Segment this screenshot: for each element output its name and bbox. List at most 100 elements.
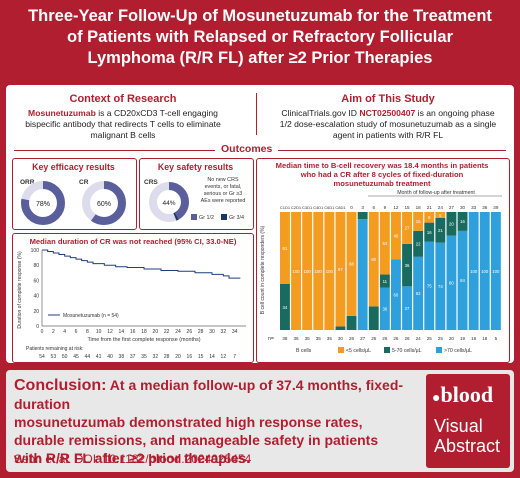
bcell-bar-label: 22 <box>416 242 421 247</box>
km-xtick: 18 <box>141 329 147 335</box>
bcell-bar-label: 11 <box>383 279 388 284</box>
bcell-bar-label: 60 <box>394 292 399 297</box>
km-risk-value: 12 <box>221 354 227 360</box>
bcell-bar-segment-lt5 <box>324 212 335 330</box>
km-risk-value: 35 <box>141 354 147 360</box>
bcell-bar-label: 100 <box>492 269 500 274</box>
km-legend: Mosunetuzumab (n = 54) <box>63 313 119 319</box>
legend-gr12-label: Gr 1/2 <box>199 215 214 221</box>
km-xtick: 22 <box>164 329 170 335</box>
cycle-header: C4D1 <box>313 205 324 210</box>
conclusion-line-4: with R/R FL after ≥2 prior therapies. <box>14 450 251 466</box>
bcell-chart: B cell count in complete responders (%) … <box>260 190 502 354</box>
bcell-n-value: 26 <box>404 336 410 341</box>
bcell-bar-label: 100 <box>326 269 334 274</box>
bcell-bar-label: 62 <box>416 291 421 296</box>
aim-line-2: 1/2 dose-escalation study of mosunetuzum… <box>279 119 497 129</box>
month-label: Month of follow-up after treatment <box>397 190 475 196</box>
bcell-bar-segment-mid <box>368 306 379 330</box>
bcell-bar-segment-mid <box>424 222 435 242</box>
km-ytick: 40 <box>33 294 39 300</box>
bcell-title-1: Median time to B-cell recovery was 18.4 … <box>275 161 489 170</box>
bcell-bar-label: 74 <box>438 284 443 289</box>
month-header: 15 <box>404 205 410 210</box>
citation-prefix: Sehn et al. DOI: 10.1182/ <box>14 452 149 466</box>
km-risk-value: 53 <box>51 354 57 360</box>
km-risk-value: 16 <box>187 354 193 360</box>
conclusion-line-2: mosunetuzumab demonstrated high response… <box>14 414 363 430</box>
context-text: Mosunetuzumab is a CD20xCD3 T-cell engag… <box>8 108 238 141</box>
orr-ring <box>21 181 65 225</box>
legend-lt5-swatch <box>338 347 344 353</box>
n-label: n= <box>268 336 274 342</box>
citation-suffix: .2024025454 <box>181 452 252 466</box>
bcell-bar-label: 97 <box>338 267 343 272</box>
blood-brand: blood <box>440 382 494 407</box>
km-box <box>12 233 254 363</box>
bcell-n-value: 18 <box>471 336 477 341</box>
aim-text: ClinicalTrials.gov ID NCT02500407 is an … <box>270 108 506 141</box>
blood-logo: ●blood <box>432 382 493 408</box>
bcell-bar-segment-lt5 <box>346 212 357 316</box>
bcell-bar-segment-lt5 <box>413 212 424 231</box>
safety-note-3: serious or Gr ≥3 <box>204 191 243 197</box>
section-divider <box>256 93 257 135</box>
bcell-bar-segment-lt5 <box>368 212 379 307</box>
bcell-title: Median time to B-cell recovery was 18.4 … <box>258 161 506 188</box>
bcell-bar-label: 21 <box>438 228 443 233</box>
km-ytick: 0 <box>36 324 39 330</box>
legend-gr12-swatch <box>191 214 197 220</box>
km-xtick: 12 <box>107 329 113 335</box>
km-risk-value: 37 <box>130 354 136 360</box>
km-risk-value: 40 <box>107 354 113 360</box>
bcell-n-value: 26 <box>349 336 355 341</box>
bcell-n-value: 5 <box>495 336 498 341</box>
km-risk-value: 45 <box>73 354 79 360</box>
title-line-2: of Patients with Relapsed or Refractory … <box>66 28 453 46</box>
bcell-bar-label: 88 <box>349 262 354 267</box>
month-header: 12 <box>393 205 399 210</box>
badge-text: Visual Abstract <box>434 416 500 456</box>
bcell-bar-label: 75 <box>427 284 432 289</box>
conclusion-text: Conclusion: At a median follow-up of 37.… <box>14 376 414 467</box>
bcell-bar-segment-gt70 <box>413 256 424 330</box>
bcell-ylabel: B cell count in complete responders (%) <box>260 225 266 314</box>
bcell-bar-segment-mid <box>457 212 468 231</box>
cycle-header: C6D1 <box>324 205 335 210</box>
bcell-bar-segment-mid <box>335 326 346 330</box>
bcell-bar-label: 9 <box>428 215 431 220</box>
month-header: 33 <box>471 205 477 210</box>
bcell-bar-label: 100 <box>315 269 323 274</box>
month-header: 3 <box>361 205 364 210</box>
badge-line-2: Abstract <box>434 436 501 456</box>
bcell-bar-label: 61 <box>283 246 288 251</box>
bcell-bar-label: 100 <box>481 269 489 274</box>
km-xtick: 14 <box>119 329 125 335</box>
km-xlabel: Time from the first complete response (m… <box>87 337 200 343</box>
km-xtick: 30 <box>209 329 215 335</box>
bcell-bar-label: 20 <box>449 222 454 227</box>
km-risk-value: 50 <box>62 354 68 360</box>
month-header: 39 <box>493 205 499 210</box>
bcell-n-value: 25 <box>438 336 444 341</box>
km-risk-label: Patients remaining at risk: <box>26 346 84 352</box>
km-risk-value: 20 <box>175 354 181 360</box>
bcell-n-value: 35 <box>305 336 311 341</box>
crs-gr34-ring <box>149 182 189 222</box>
cycle-header: C2D1 <box>291 205 302 210</box>
bcell-n-value: 18 <box>482 336 488 341</box>
bcell-bar-segment-lt5 <box>335 212 346 327</box>
bcell-bar-segment-gt70 <box>391 259 401 330</box>
crs-label: CRS <box>144 179 158 186</box>
km-xtick: 4 <box>63 329 66 335</box>
legend-mid: 5-70 cells/μL <box>392 348 422 354</box>
bcell-bar-label: 16 <box>460 219 465 224</box>
month-header: 24 <box>438 205 444 210</box>
cycle-header: C1D1 <box>280 205 291 210</box>
aim-heading: Aim of This Study <box>341 93 435 105</box>
legend-gr34-swatch <box>221 214 227 220</box>
km-risk-value: 38 <box>119 354 125 360</box>
bcell-bar-segment-gt70 <box>402 286 412 330</box>
bcell-bar-segment-mid <box>346 315 357 330</box>
km-xtick: 10 <box>96 329 102 335</box>
